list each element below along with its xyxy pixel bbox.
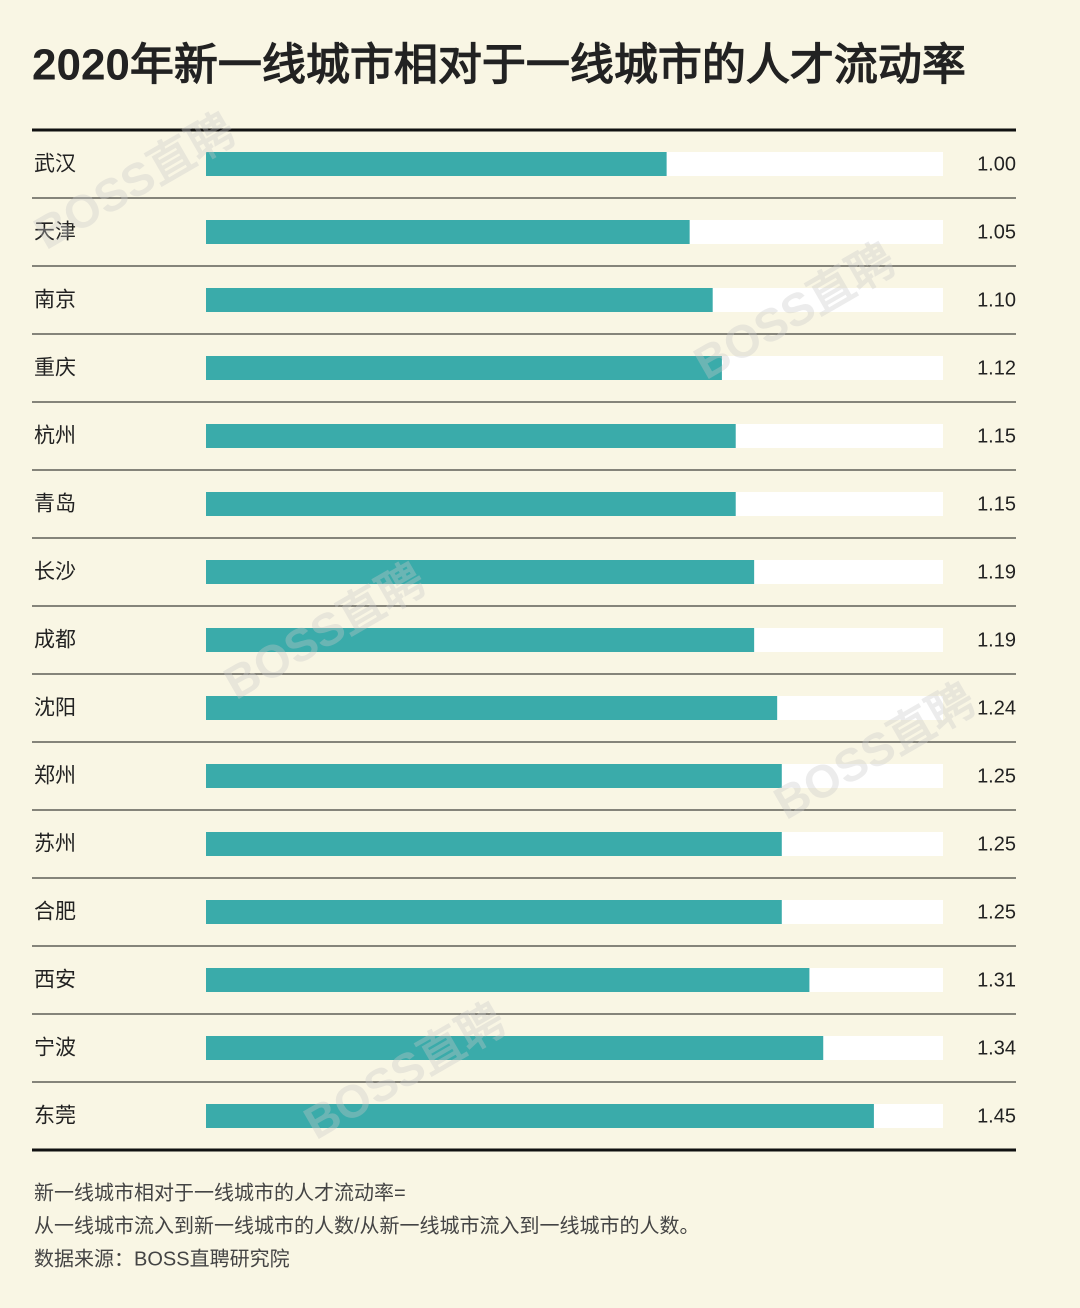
- category-label: 长沙: [34, 561, 76, 584]
- category-label: 宁波: [34, 1037, 76, 1060]
- value-label: 1.19: [977, 561, 1016, 583]
- category-label: 重庆: [34, 357, 76, 380]
- value-label: 1.12: [977, 357, 1016, 379]
- note: 从一线城市流入到新一线城市的人数/从新一线城市流入到一线城市的人数。: [34, 1214, 700, 1237]
- value-label: 1.19: [977, 629, 1016, 651]
- value-label: 1.15: [977, 493, 1016, 515]
- bar: [206, 696, 778, 720]
- value-label: 1.25: [977, 901, 1016, 923]
- value-label: 1.31: [977, 969, 1016, 991]
- chart-title: 2020年新一线城市相对于一线城市的人才流动率: [32, 41, 966, 90]
- bar: [206, 900, 782, 924]
- bar: [206, 1036, 824, 1060]
- category-label: 苏州: [34, 833, 76, 856]
- value-label: 1.24: [977, 697, 1016, 719]
- category-label: 西安: [34, 969, 76, 992]
- bar: [206, 492, 736, 516]
- category-label: 郑州: [34, 765, 76, 788]
- bar: [206, 152, 667, 176]
- bar: [206, 424, 736, 448]
- bar: [206, 220, 690, 244]
- category-label: 南京: [34, 289, 76, 312]
- value-label: 1.15: [977, 425, 1016, 447]
- value-label: 1.05: [977, 221, 1016, 243]
- category-label: 沈阳: [34, 697, 76, 720]
- category-label: 成都: [34, 629, 76, 652]
- value-label: 1.00: [977, 153, 1016, 175]
- category-label: 天津: [34, 221, 76, 244]
- bar: [206, 968, 810, 992]
- note: 新一线城市相对于一线城市的人才流动率=: [34, 1181, 406, 1204]
- bar: [206, 628, 755, 652]
- category-label: 武汉: [34, 153, 76, 176]
- bar: [206, 764, 782, 788]
- bar: [206, 288, 713, 312]
- bar: [206, 560, 755, 584]
- category-label: 青岛: [34, 493, 76, 516]
- bar: [206, 832, 782, 856]
- value-label: 1.25: [977, 833, 1016, 855]
- value-label: 1.25: [977, 765, 1016, 787]
- bar: [206, 1104, 874, 1128]
- bar: [206, 356, 722, 380]
- category-label: 东莞: [34, 1105, 76, 1128]
- value-label: 1.34: [977, 1037, 1016, 1059]
- note: 数据来源：BOSS直聘研究院: [34, 1247, 290, 1270]
- value-label: 1.10: [977, 289, 1016, 311]
- category-label: 合肥: [34, 901, 76, 924]
- value-label: 1.45: [977, 1105, 1016, 1127]
- category-label: 杭州: [34, 425, 76, 448]
